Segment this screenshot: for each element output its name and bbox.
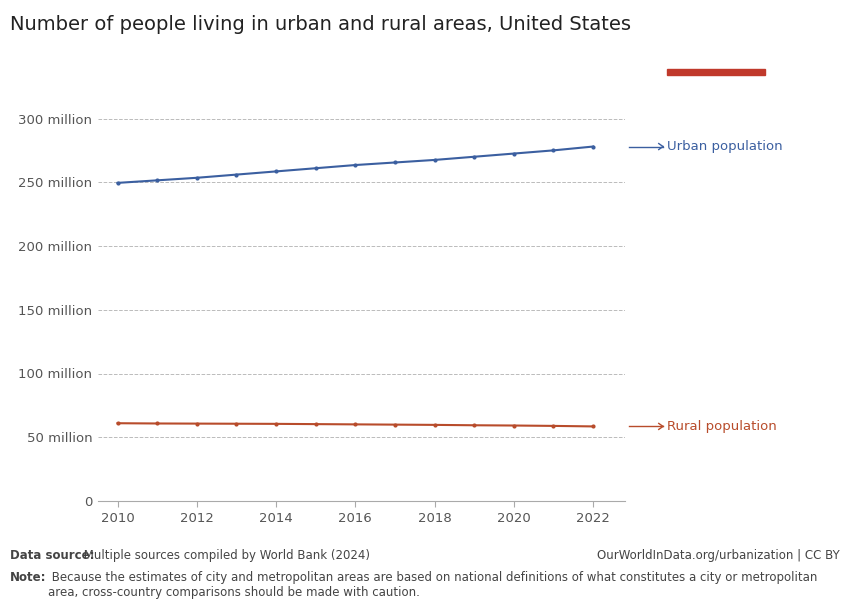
Text: Data source:: Data source: [10, 549, 94, 562]
Text: Number of people living in urban and rural areas, United States: Number of people living in urban and rur… [10, 15, 632, 34]
Bar [667, 69, 765, 75]
Text: Because the estimates of city and metropolitan areas are based on national defin: Because the estimates of city and metrop… [48, 571, 817, 599]
Text: Urban population: Urban population [667, 140, 783, 153]
Text: Rural population: Rural population [667, 420, 777, 433]
Text: in Data: in Data [692, 49, 740, 62]
Text: Our World: Our World [683, 30, 750, 43]
Text: OurWorldInData.org/urbanization | CC BY: OurWorldInData.org/urbanization | CC BY [597, 549, 840, 562]
Text: Note:: Note: [10, 571, 47, 584]
Text: Multiple sources compiled by World Bank (2024): Multiple sources compiled by World Bank … [80, 549, 370, 562]
